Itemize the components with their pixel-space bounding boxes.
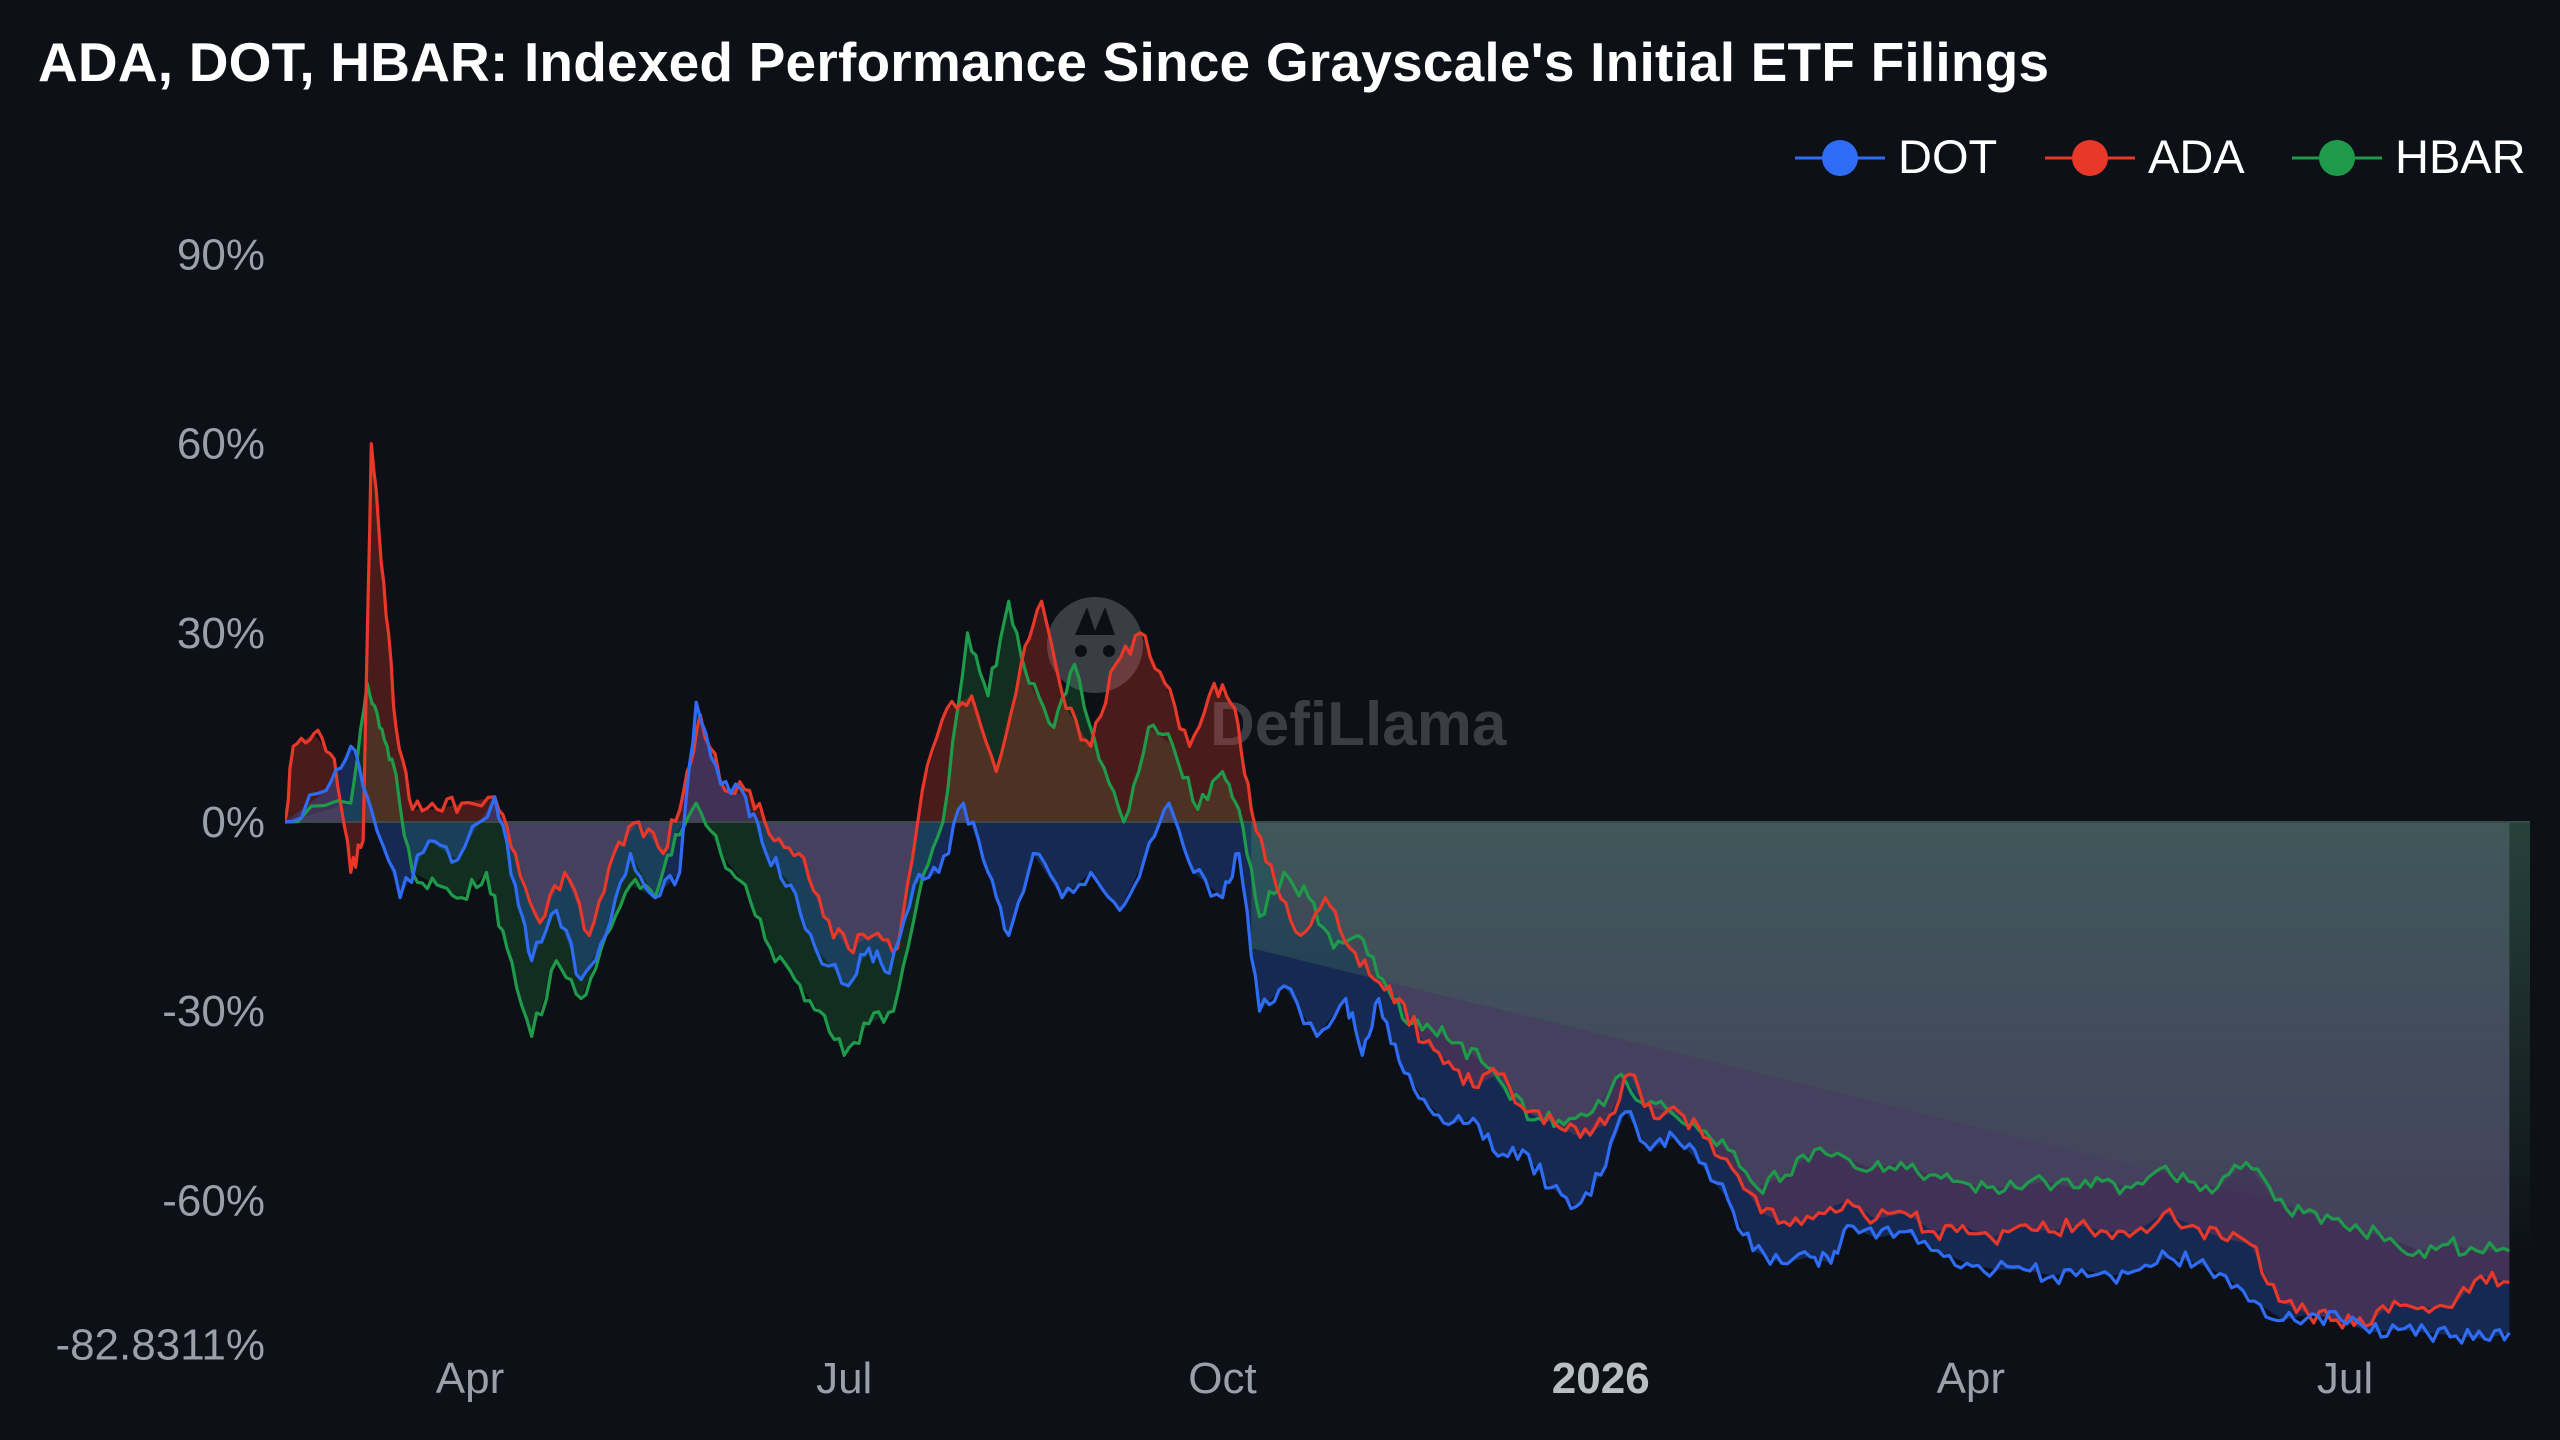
negative-band <box>1251 822 2530 1264</box>
x-tick-label: Jul <box>2317 1354 2373 1403</box>
chart-title: ADA, DOT, HBAR: Indexed Performance Sinc… <box>38 31 2050 93</box>
series-lines <box>285 442 2511 1345</box>
x-tick-label: Jul <box>816 1354 872 1403</box>
y-tick-label: -82.8311% <box>55 1320 265 1369</box>
legend-label: HBAR <box>2395 130 2526 183</box>
y-tick-label: -60% <box>162 1176 265 1225</box>
legend-swatch-dot <box>2072 140 2108 176</box>
legend-swatch-dot <box>1822 140 1858 176</box>
y-tick-label: -30% <box>162 987 265 1036</box>
x-tick-label: 2026 <box>1552 1354 1650 1403</box>
legend-label: DOT <box>1898 130 1997 183</box>
legend-label: ADA <box>2148 130 2245 183</box>
series-line-dot <box>285 700 2511 1345</box>
series-line-ada <box>285 442 2510 1330</box>
x-tick-label: Apr <box>1937 1354 2005 1403</box>
series-line-hbar <box>285 599 2510 1260</box>
area-fills <box>285 443 2530 1339</box>
legend-item-ada[interactable]: ADA <box>2045 130 2245 183</box>
watermark-text: DefiLlama <box>1210 690 1507 759</box>
x-tick-label: Oct <box>1188 1354 1256 1403</box>
legend-swatch-dot <box>2319 140 2355 176</box>
legend[interactable]: DOT ADA HBAR <box>1795 130 2526 183</box>
legend-item-dot[interactable]: DOT <box>1795 130 1997 183</box>
y-axis: 90% 60% 30% 0% -30% -60% -82.8311% <box>55 231 265 1370</box>
legend-item-hbar[interactable]: HBAR <box>2292 130 2526 183</box>
y-tick-label: 0% <box>201 798 265 847</box>
x-tick-label: Apr <box>436 1354 504 1403</box>
x-axis: Apr Jul Oct 2026 Apr Jul <box>436 1354 2373 1403</box>
y-tick-label: 30% <box>177 609 265 658</box>
y-tick-label: 90% <box>177 231 265 280</box>
y-tick-label: 60% <box>177 420 265 469</box>
